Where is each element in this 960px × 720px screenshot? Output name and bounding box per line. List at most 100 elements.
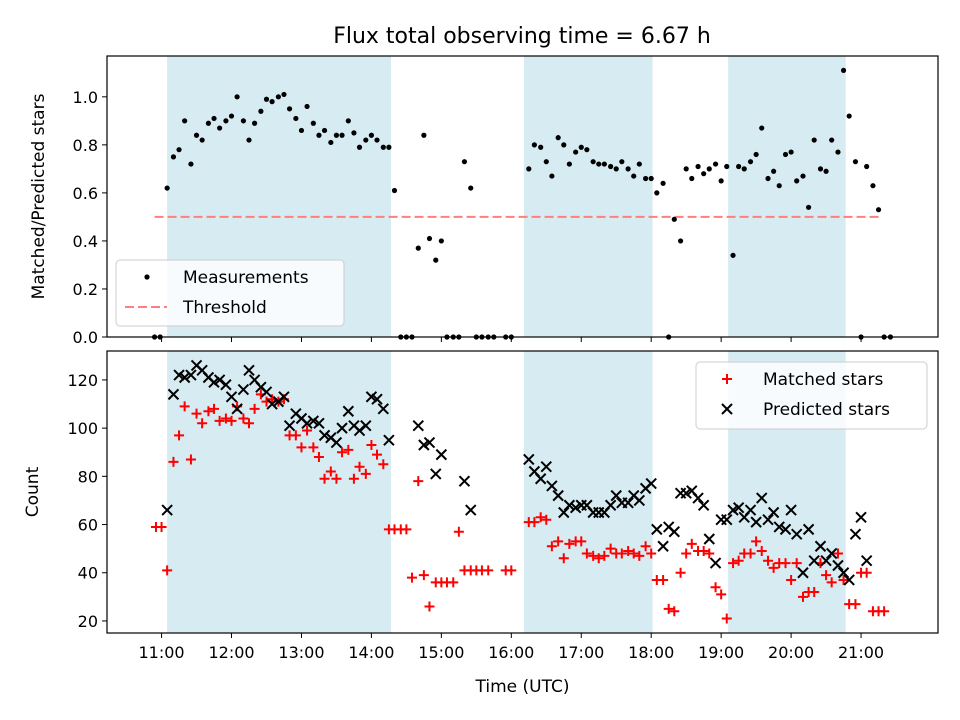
measurement-point — [170, 154, 177, 160]
measurement-point — [840, 67, 847, 74]
matched-stars-point — [372, 449, 383, 460]
predicted-stars-point — [657, 540, 669, 552]
matched-stars-point — [343, 444, 354, 455]
measurement-point — [345, 118, 351, 124]
ratio-shaded-interval-2 — [523, 56, 653, 337]
ratio-legend-label: Measurements — [183, 268, 309, 288]
predicted-stars-point — [802, 523, 815, 536]
ratio-shaded-interval-3 — [728, 56, 846, 337]
measurement-point — [782, 151, 789, 158]
ratio-legend-box — [115, 259, 345, 327]
matched-stars-point — [623, 546, 634, 557]
measurement-point — [286, 106, 293, 112]
measurement-point — [333, 132, 340, 138]
measurement-point — [771, 168, 777, 174]
predicted-stars-point — [412, 420, 424, 432]
measurement-point — [747, 159, 754, 165]
ratio-y-tick-label: 0.4 — [73, 232, 98, 251]
measurement-point — [619, 159, 625, 165]
measurement-point — [765, 175, 771, 182]
measurement-point — [695, 163, 701, 170]
measurement-point — [193, 132, 200, 138]
measurement-point — [631, 173, 637, 179]
count-series-2 — [161, 359, 873, 586]
ratio-y-tick-label: 0.6 — [73, 184, 98, 203]
measurement-point — [310, 120, 316, 126]
count-y-tick-label: 20 — [78, 612, 98, 631]
predicted-stars-point — [330, 436, 343, 449]
measurement-point — [298, 127, 305, 134]
measurement-point — [870, 183, 876, 189]
measurement-point — [689, 175, 695, 182]
measurement-point — [223, 118, 229, 124]
matched-stars-point — [360, 468, 371, 479]
matched-stars-point — [413, 476, 424, 487]
matched-stars-point — [191, 408, 202, 419]
matched-stars-point — [593, 553, 604, 564]
matched-stars-point — [797, 591, 808, 602]
predicted-stars-point — [266, 398, 278, 410]
predicted-stars-point — [313, 417, 325, 430]
measurement-point — [316, 132, 322, 138]
predicted-stars-point — [622, 497, 634, 509]
count-y-tick-label: 100 — [67, 419, 98, 438]
matched-stars-point — [628, 548, 639, 559]
measurement-point — [864, 163, 870, 170]
measurement-point — [590, 159, 596, 165]
predicted-stars-point — [767, 506, 780, 519]
measurement-point — [643, 175, 649, 182]
measurement-point — [811, 137, 817, 143]
measurement-point — [718, 178, 724, 184]
measurement-point — [613, 166, 619, 172]
matched-stars-point — [576, 536, 587, 547]
matched-stars-point — [756, 546, 767, 557]
predicted-stars-point — [756, 492, 768, 504]
measurement-point — [328, 139, 334, 146]
count-y-tick-label: 60 — [78, 516, 98, 535]
x-tick-label: 18:00 — [628, 643, 674, 662]
x-tick-label: 15:00 — [418, 643, 464, 662]
measurement-point — [205, 120, 212, 126]
matched-stars-point — [588, 550, 599, 561]
matched-stars-point — [809, 587, 820, 598]
predicted-stars-point — [167, 388, 180, 401]
predicted-stars-point — [360, 420, 372, 432]
matched-stars-point — [751, 536, 762, 547]
measurement-point — [578, 144, 584, 150]
measurement-point — [776, 183, 782, 189]
predicted-stars-point — [546, 480, 558, 492]
matched-stars-point — [832, 548, 843, 559]
predicted-stars-point — [353, 424, 366, 437]
predicted-stars-point — [278, 391, 290, 403]
measurement-point — [380, 144, 386, 150]
measurement-point — [759, 125, 765, 131]
matched-stars-point — [226, 415, 237, 426]
matched-stars-point — [634, 550, 645, 561]
matched-stars-point — [168, 456, 179, 467]
measurement-point — [351, 130, 357, 136]
predicted-stars-point — [435, 448, 448, 461]
measurement-point — [246, 137, 252, 143]
matched-stars-point — [861, 567, 872, 578]
measurement-point — [391, 187, 398, 194]
matched-stars-point — [821, 570, 832, 581]
predicted-stars-point — [790, 528, 803, 540]
matched-stars-point — [826, 577, 837, 588]
matched-stars-point — [658, 574, 669, 585]
matched-stars-point — [249, 403, 260, 414]
predicted-stars-point — [797, 567, 809, 579]
matched-stars-point — [406, 572, 417, 583]
measurement-point — [835, 149, 841, 155]
measurement-point — [538, 144, 544, 150]
matched-stars-point — [640, 541, 651, 552]
measurement-point — [677, 238, 684, 244]
predicted-stars-point — [465, 504, 477, 516]
predicted-stars-point — [604, 499, 617, 511]
matched-stars-point — [325, 466, 336, 477]
predicted-stars-point — [849, 528, 862, 540]
measurement-point — [269, 99, 275, 105]
matched-stars-point — [768, 562, 779, 573]
measurement-point — [438, 238, 444, 244]
x-tick-label: 16:00 — [488, 643, 534, 662]
matched-stars-point — [686, 538, 697, 549]
